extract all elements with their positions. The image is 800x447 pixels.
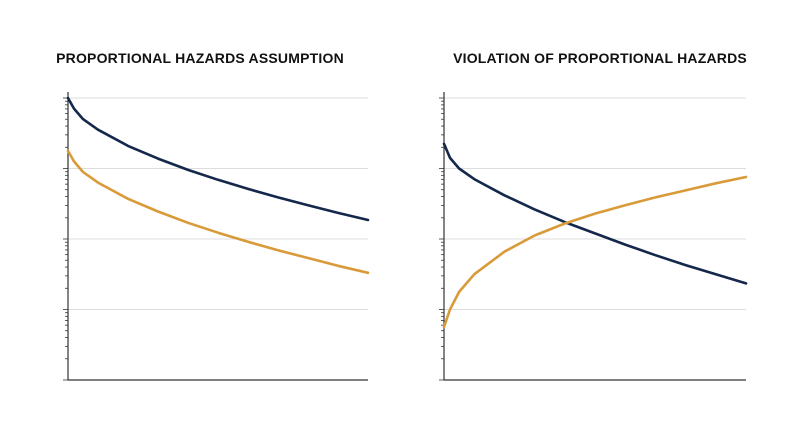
series-line-1 [442, 142, 748, 285]
chart-title: VIOLATION OF PROPORTIONAL HAZARDS [453, 50, 747, 66]
series-line-1 [66, 96, 370, 222]
chart-title: PROPORTIONAL HAZARDS ASSUMPTION [56, 50, 344, 66]
chart-panel-left: PROPORTIONAL HAZARDS ASSUMPTION [56, 50, 370, 381]
chart-plot-right [439, 92, 748, 381]
chart-plot-left [63, 92, 370, 381]
series-line-2 [442, 175, 748, 329]
chart-panel-right: VIOLATION OF PROPORTIONAL HAZARDS [400, 0, 800, 447]
series-line-2 [66, 149, 370, 275]
